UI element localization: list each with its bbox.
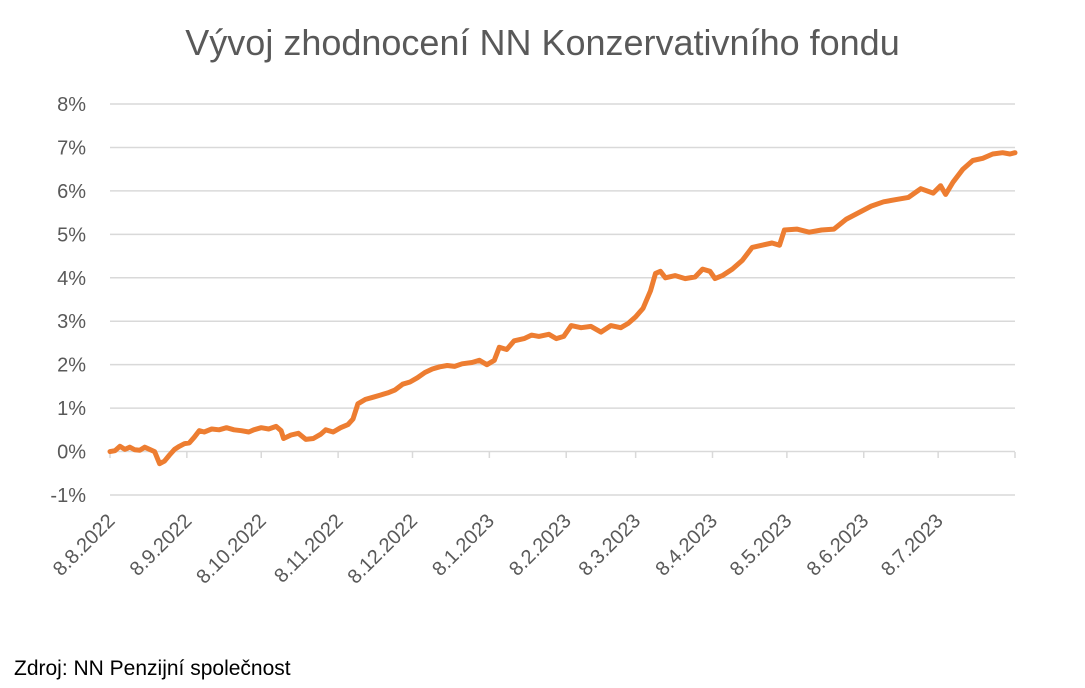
x-tick-label: 8.7.2023 xyxy=(877,510,948,581)
x-tick-label: 8.10.2022 xyxy=(192,510,270,588)
x-tick-label: 8.2.2023 xyxy=(505,510,576,581)
x-tick-label: 8.9.2022 xyxy=(126,510,197,581)
x-tick-label: 8.3.2023 xyxy=(575,510,646,581)
y-tick-label: 8% xyxy=(57,94,86,116)
series-layer xyxy=(107,150,1018,467)
y-tick-label: 3% xyxy=(57,311,86,333)
y-tick-label: 1% xyxy=(57,398,86,420)
x-tick-label: 8.6.2023 xyxy=(803,510,874,581)
y-tick-label: 5% xyxy=(57,224,86,246)
y-tick-label: 7% xyxy=(57,137,86,159)
x-tick-label: 8.8.2022 xyxy=(49,510,120,581)
x-tick-label: 8.5.2023 xyxy=(726,510,797,581)
y-tick-label: -1% xyxy=(50,485,86,507)
y-tick-label: 4% xyxy=(57,268,86,290)
y-axis-tick-labels: -1% 0% 1% 2% 3% 4% 5% 6% 7% 8% xyxy=(50,94,86,507)
x-tick-label: 8.11.2022 xyxy=(270,510,347,587)
y-tick-label: 6% xyxy=(57,181,86,203)
source-note: Zdroj: NN Penzijní společnost xyxy=(14,657,291,680)
chart-title: Vývoj zhodnocení NN Konzervativního fond… xyxy=(185,22,900,63)
x-tick-label: 8.12.2022 xyxy=(344,510,422,588)
grid-lines xyxy=(110,103,1015,496)
x-tick-label: 8.4.2023 xyxy=(651,510,722,581)
x-tick-label: 8.1.2023 xyxy=(428,510,499,581)
y-tick-label: 0% xyxy=(57,442,86,464)
y-tick-label: 2% xyxy=(57,355,86,377)
series-line xyxy=(107,150,1018,467)
